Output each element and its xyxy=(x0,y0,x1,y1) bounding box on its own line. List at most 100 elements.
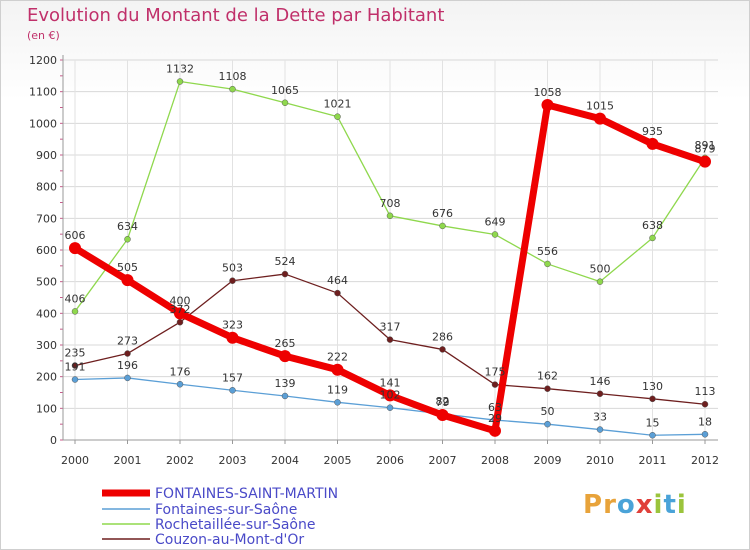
series-2-data-label: 1065 xyxy=(271,84,299,97)
y-tick-label: 900 xyxy=(36,149,57,162)
series-2-data-label: 1021 xyxy=(324,98,352,111)
x-tick-label: 2002 xyxy=(166,454,194,467)
series-2-point xyxy=(281,99,289,106)
series-3-data-label: 464 xyxy=(327,274,348,287)
series-1-data-label: 15 xyxy=(646,416,660,429)
series-3-data-label: 175 xyxy=(485,366,506,379)
logo-letter: i xyxy=(653,490,664,520)
logo-letter: o xyxy=(616,490,636,520)
series-0-point xyxy=(384,389,396,402)
y-tick-label: 100 xyxy=(36,402,57,415)
series-2-point xyxy=(229,85,236,93)
x-tick-label: 2007 xyxy=(429,454,457,467)
series-1-data-label: 196 xyxy=(117,359,138,372)
series-1-point xyxy=(176,381,184,388)
series-0-point xyxy=(541,98,554,111)
series-3-point xyxy=(334,289,341,297)
series-2-data-label: 891 xyxy=(695,139,716,152)
series-3-point xyxy=(439,346,446,353)
series-2-point xyxy=(596,278,604,285)
series-0-point xyxy=(226,331,239,344)
series-2-point xyxy=(334,113,341,120)
series-2-point xyxy=(386,212,394,220)
x-tick-label: 2009 xyxy=(534,454,562,467)
series-1-data-label: 119 xyxy=(327,383,348,396)
series-0-point xyxy=(699,155,711,168)
series-0-data-label: 505 xyxy=(117,261,138,274)
series-1-point xyxy=(649,432,656,439)
series-2-data-label: 634 xyxy=(117,220,138,233)
series-0-data-label: 606 xyxy=(65,229,86,242)
logo-letter: x xyxy=(635,490,654,520)
y-axis-unit-label: (en €) xyxy=(27,29,60,42)
series-2-data-label: 406 xyxy=(65,292,86,305)
chart-title: Evolution du Montant de la Dette par Hab… xyxy=(27,5,445,26)
proxiti-logo: Proxiti xyxy=(583,490,687,520)
series-3-point xyxy=(649,395,656,403)
series-2-data-label: 1132 xyxy=(166,63,194,76)
logo-letter: i xyxy=(676,490,687,520)
series-1-point xyxy=(544,420,551,428)
y-tick-label: 800 xyxy=(36,181,57,194)
legend: FONTAINES-SAINT-MARTINFontaines-sur-Saôn… xyxy=(102,486,338,548)
series-0-point xyxy=(489,424,501,437)
series-2-data-label: 676 xyxy=(432,207,453,220)
series-0-data-label: 222 xyxy=(327,351,348,364)
series-0-point xyxy=(331,363,344,376)
series-2-data-label: 638 xyxy=(642,219,663,232)
series-1-data-label: 191 xyxy=(65,361,86,374)
series-0-data-label: 1058 xyxy=(534,86,562,99)
series-0-data-label: 323 xyxy=(222,319,243,332)
series-0-data-label: 79 xyxy=(436,396,450,409)
series-3-data-label: 286 xyxy=(432,330,453,343)
series-1-point xyxy=(596,426,604,433)
series-0-point xyxy=(646,137,659,150)
series-3-point xyxy=(596,390,604,398)
series-3-data-label: 130 xyxy=(642,380,663,393)
y-tick-label: 400 xyxy=(36,307,57,320)
series-2-point xyxy=(649,234,656,242)
series-2-data-label: 708 xyxy=(380,197,401,210)
series-1-data-label: 18 xyxy=(698,415,712,428)
series-2-point xyxy=(439,222,446,230)
x-tick-label: 2006 xyxy=(376,454,404,467)
series-2-point xyxy=(491,231,499,238)
series-0-data-label: 879 xyxy=(695,143,716,156)
series-0-data-label: 935 xyxy=(642,125,663,138)
series-3-data-label: 146 xyxy=(590,375,611,388)
x-tick-label: 2003 xyxy=(219,454,247,467)
series-3-data-label: 524 xyxy=(275,255,296,268)
series-lines xyxy=(69,78,711,439)
series-2-point xyxy=(71,308,79,315)
series-1-data-label: 102 xyxy=(380,389,401,402)
logo-letter: P xyxy=(583,490,604,520)
series-3-point xyxy=(544,385,551,392)
series-1-data-label: 50 xyxy=(541,405,555,418)
y-tick-label: 300 xyxy=(36,339,57,352)
series-1-data-label: 157 xyxy=(222,371,243,384)
series-3-point xyxy=(701,400,709,408)
series-0-data-label: 265 xyxy=(275,337,296,350)
series-1-point xyxy=(701,431,709,438)
series-0-point xyxy=(279,350,291,363)
series-1-point xyxy=(334,399,341,406)
series-3-data-label: 503 xyxy=(222,262,243,275)
x-tick-label: 2000 xyxy=(61,454,89,467)
y-tick-label: 1200 xyxy=(29,54,57,67)
data-labels: 606 505 400 323 265 222 141 79 29 1058 1015 935 879 1… xyxy=(65,63,716,430)
y-tick-label: 1000 xyxy=(29,117,57,130)
series-1-data-label: 63 xyxy=(488,401,502,414)
series-0-data-label: 29 xyxy=(488,412,502,425)
series-0-point xyxy=(174,307,186,320)
series-2-data-label: 649 xyxy=(485,215,506,228)
y-tick-label: 600 xyxy=(36,244,57,257)
y-tick-label: 700 xyxy=(36,212,57,225)
logo-letter: r xyxy=(603,490,617,520)
y-tick-label: 500 xyxy=(36,276,57,289)
series-3-point xyxy=(229,277,236,284)
series-2-data-label: 500 xyxy=(590,263,611,276)
y-tick-label: 0 xyxy=(50,434,57,447)
x-tick-label: 2010 xyxy=(586,454,614,467)
y-tick-label: 1100 xyxy=(29,86,57,99)
